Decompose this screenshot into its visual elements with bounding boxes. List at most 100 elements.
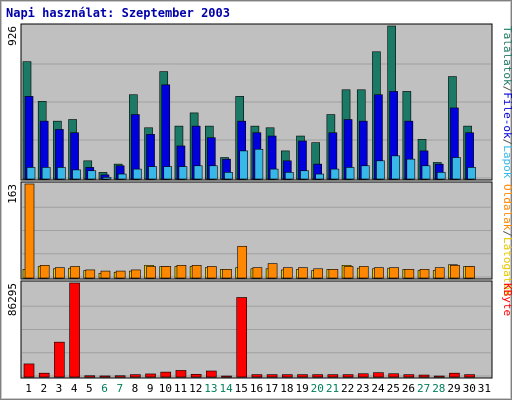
- legend-entry: KByte: [501, 283, 512, 316]
- x-tick-day-23: 23: [356, 382, 369, 395]
- bar-kbyte-day-2: [38, 372, 50, 378]
- bar-oldalak-day-25: [389, 267, 399, 279]
- bar-kbyte-day-23: [357, 373, 369, 378]
- bar-oldalak-day-9: [146, 266, 156, 279]
- bar-kbyte-day-25: [388, 373, 399, 378]
- bar-kbyte-day-21: [327, 374, 339, 378]
- x-tick-day-5: 5: [86, 382, 93, 395]
- bar-lapok-day-11: [178, 166, 188, 180]
- x-tick-day-17: 17: [265, 382, 278, 395]
- panel-top-legend: Találatok/File-ok/Lapok: [501, 26, 512, 179]
- x-tick-day-29: 29: [447, 382, 460, 395]
- bar-oldalak-day-24: [374, 267, 384, 279]
- legend-entry: /: [501, 86, 512, 93]
- bar-file-ok-day-1: [24, 96, 34, 180]
- x-tick-day-27: 27: [417, 382, 430, 395]
- bar-kbyte-day-29: [449, 372, 460, 378]
- bar-lapok-day-6: [102, 177, 112, 180]
- bar-kbyte-day-27: [418, 374, 430, 378]
- panel-top-ymax-label: 926: [6, 26, 19, 46]
- x-tick-day-16: 16: [250, 382, 263, 395]
- bar-lapok-day-25: [391, 155, 400, 180]
- bar-kbyte-day-7: [114, 375, 126, 378]
- x-tick-day-28: 28: [432, 382, 445, 395]
- bar-oldalak-day-7: [115, 270, 126, 279]
- bar-lapok-day-16: [254, 148, 264, 180]
- bar-oldalak-day-5: [85, 269, 96, 279]
- panel-bottom-bars: [23, 282, 475, 378]
- chart-title: Napi használat: Szeptember 2003: [6, 6, 230, 20]
- x-tick-day-26: 26: [402, 382, 415, 395]
- bar-lapok-day-30: [467, 167, 476, 180]
- bar-oldalak-day-13: [207, 266, 217, 279]
- x-tick-day-21: 21: [326, 382, 339, 395]
- panel-middle-bars: [22, 183, 475, 279]
- bar-lapok-day-4: [72, 169, 81, 180]
- bar-lapok-day-26: [406, 158, 416, 180]
- bar-lapok-day-10: [163, 166, 173, 180]
- x-tick-day-14: 14: [219, 382, 233, 395]
- bar-lapok-day-18: [284, 172, 294, 180]
- bar-oldalak-day-6: [100, 270, 111, 279]
- x-tick-day-25: 25: [387, 382, 400, 395]
- panel-middle-ymax-label: 163: [6, 184, 19, 204]
- bar-kbyte-day-4: [69, 282, 80, 378]
- bar-kbyte-day-9: [145, 373, 156, 378]
- x-tick-day-19: 19: [295, 382, 308, 395]
- bar-kbyte-day-15: [236, 297, 248, 378]
- bar-oldalak-day-11: [176, 265, 187, 279]
- bar-kbyte-day-28: [433, 375, 445, 378]
- bar-kbyte-day-13: [206, 370, 217, 378]
- x-tick-day-12: 12: [189, 382, 202, 395]
- panel-middle: 163 Oldalak/Látogatók: [6, 181, 512, 297]
- x-tick-day-3: 3: [56, 382, 63, 395]
- legend-entry: Oldalak: [501, 184, 512, 231]
- bar-lapok-day-19: [300, 170, 309, 180]
- bar-oldalak-day-16: [252, 267, 263, 279]
- bar-kbyte-day-10: [160, 371, 172, 378]
- bar-lapok-day-21: [330, 168, 340, 180]
- bar-kbyte-day-17: [266, 374, 278, 378]
- bar-lapok-day-7: [117, 173, 127, 180]
- bar-file-ok-day-10: [161, 84, 171, 180]
- bar-kbyte-day-24: [373, 372, 384, 378]
- bar-kbyte-day-5: [84, 375, 96, 378]
- bar-oldalak-day-2: [39, 265, 50, 279]
- x-tick-day-31: 31: [478, 382, 491, 395]
- bar-lapok-day-3: [57, 167, 66, 180]
- panel-middle-legend: Oldalak/Látogatók: [501, 184, 512, 297]
- bar-kbyte-day-3: [54, 341, 65, 378]
- x-tick-day-15: 15: [235, 382, 248, 395]
- bar-kbyte-day-8: [130, 374, 141, 378]
- legend-entry: Látogatók: [501, 237, 512, 297]
- bar-oldalak-day-26: [404, 269, 415, 279]
- bar-oldalak-day-21: [328, 269, 339, 279]
- bar-oldalak-day-12: [191, 265, 202, 279]
- bar-kbyte-day-12: [190, 373, 202, 378]
- x-tick-day-6: 6: [101, 382, 108, 395]
- bar-oldalak-day-28: [434, 267, 445, 279]
- bar-oldalak-day-22: [343, 266, 354, 279]
- bar-oldalak-day-3: [55, 267, 65, 279]
- panel-bottom-ymax-label: 86295: [6, 283, 19, 316]
- bar-lapok-day-1: [26, 167, 36, 180]
- x-tick-day-13: 13: [204, 382, 217, 395]
- panel-bottom: 86295 KByte: [6, 280, 512, 379]
- legend-entry: Találatok: [501, 26, 512, 86]
- bar-lapok-day-24: [376, 160, 385, 180]
- bar-lapok-day-9: [148, 166, 157, 180]
- bar-oldalak-day-14: [222, 269, 232, 279]
- bar-oldalak-day-23: [358, 266, 369, 279]
- bar-lapok-day-28: [436, 172, 446, 180]
- bar-oldalak-day-17: [267, 263, 278, 279]
- bar-oldalak-day-4: [70, 266, 80, 279]
- legend-entry: File-ok: [501, 92, 512, 139]
- bar-lapok-day-27: [421, 165, 431, 180]
- bar-kbyte-day-18: [281, 374, 293, 378]
- bar-oldalak-day-30: [465, 266, 475, 279]
- x-tick-day-20: 20: [311, 382, 324, 395]
- bar-oldalak-day-27: [419, 269, 430, 279]
- bar-lapok-day-15: [239, 150, 249, 180]
- bar-lapok-day-17: [269, 168, 279, 180]
